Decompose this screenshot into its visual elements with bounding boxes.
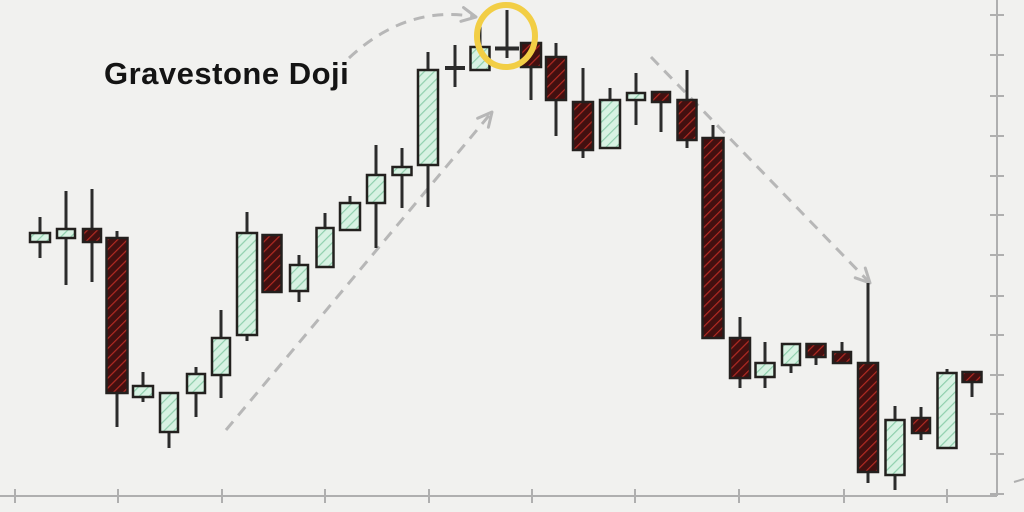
candle-bull xyxy=(210,310,232,398)
label-to-doji-arrow xyxy=(347,13,477,60)
candle-body xyxy=(261,233,283,294)
downtrend-arrow-head xyxy=(853,266,872,285)
candle-bull xyxy=(235,212,259,341)
candle-body xyxy=(338,201,362,232)
candle-bear xyxy=(961,370,983,397)
candle-body xyxy=(391,165,413,177)
candle-body xyxy=(210,336,232,377)
uptrend-arrow xyxy=(224,111,494,431)
candle-body xyxy=(315,226,335,269)
candle-bull xyxy=(936,369,958,450)
candle-body xyxy=(105,236,129,395)
candle-bear xyxy=(910,407,932,440)
uptrend-arrow-head xyxy=(476,110,494,129)
label-to-doji-arrow-head xyxy=(459,6,478,23)
candle-body xyxy=(185,372,207,395)
candle-bull xyxy=(28,217,52,258)
candle-bear xyxy=(676,70,698,148)
candle-bull xyxy=(131,372,155,402)
candle-bear xyxy=(105,231,129,427)
candle-bull xyxy=(338,196,362,232)
candle-body xyxy=(856,361,880,474)
candle-bear xyxy=(831,342,853,365)
candle-body xyxy=(55,227,77,240)
candle-body xyxy=(728,336,752,380)
candle-body xyxy=(625,91,647,102)
candles xyxy=(28,10,983,490)
candle-body xyxy=(936,371,958,450)
candle-bull xyxy=(754,342,776,388)
candle-body xyxy=(131,384,155,399)
candle-bull xyxy=(315,213,335,269)
candle-bull xyxy=(416,52,440,207)
candle-bull xyxy=(884,406,906,490)
candle-body xyxy=(235,231,259,337)
candle-body xyxy=(544,55,568,102)
candle-bull xyxy=(365,145,387,248)
candle-bear xyxy=(728,317,752,388)
candle-body xyxy=(910,416,932,435)
candle-body xyxy=(81,227,103,244)
candle-bull xyxy=(598,88,622,150)
candle-body xyxy=(288,263,310,293)
candle-bull xyxy=(288,255,310,302)
stray-tick xyxy=(1013,478,1024,483)
candle-doji xyxy=(445,45,465,87)
candle-body xyxy=(365,173,387,205)
arrows xyxy=(224,6,872,431)
candle-bull xyxy=(55,191,77,285)
candle-body xyxy=(754,361,776,379)
candle-bear xyxy=(544,43,568,136)
chart-title: Gravestone Doji xyxy=(104,56,350,91)
candle-bear xyxy=(650,90,672,132)
candle-body xyxy=(701,136,725,340)
candle-body xyxy=(676,98,698,142)
candle-body xyxy=(884,418,906,477)
gravestone-doji xyxy=(495,10,519,58)
candle-bear xyxy=(81,189,103,282)
candle-bear xyxy=(701,125,725,340)
candle-body xyxy=(416,68,440,167)
candle-bull xyxy=(158,391,180,448)
candle-bear xyxy=(261,233,283,294)
candle-body xyxy=(961,370,983,384)
candle-body xyxy=(805,342,827,359)
candle-body xyxy=(598,98,622,150)
candle-bear xyxy=(805,342,827,365)
candle-bear xyxy=(571,68,595,158)
candle-bull xyxy=(780,342,802,373)
candle-body xyxy=(831,350,853,365)
candle-body xyxy=(650,90,672,104)
candle-bull xyxy=(185,367,207,417)
candle-body xyxy=(571,100,595,152)
downtrend-arrow xyxy=(649,55,872,285)
candle-bull xyxy=(391,148,413,208)
doji-highlight-circle xyxy=(474,2,538,70)
candle-bear xyxy=(856,283,880,483)
candle-bull xyxy=(625,73,647,125)
candle-body xyxy=(158,391,180,434)
candle-body xyxy=(28,231,52,244)
candle-body xyxy=(780,342,802,367)
